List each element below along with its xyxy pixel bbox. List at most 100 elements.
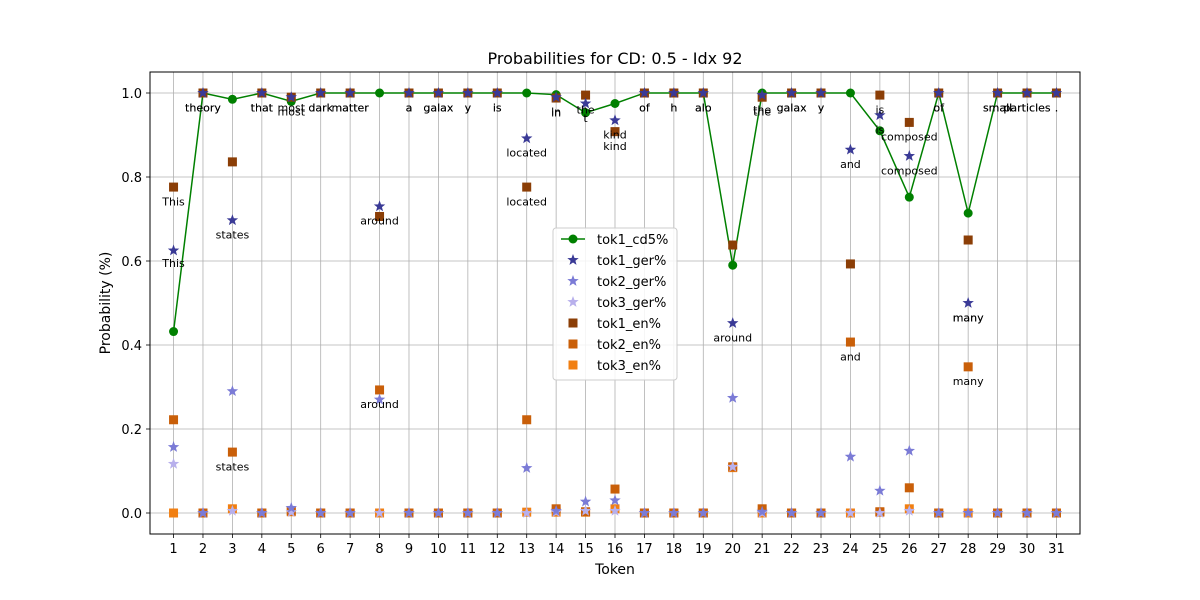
legend-label: tok2_en% (597, 338, 661, 353)
data-point-tok2_ger (197, 507, 209, 518)
data-point-tok1_ger (550, 91, 562, 103)
data-point-tok3_ger (727, 460, 739, 472)
y-axis-title: Probability (%) (98, 252, 114, 355)
data-point-tok1_en (845, 259, 855, 269)
token-annotation: around (713, 331, 752, 344)
token-annotation: in (551, 106, 561, 119)
data-point-tok2_ger (285, 501, 297, 513)
data-point-tok2_ger (756, 505, 768, 517)
x-tick-label: 26 (901, 542, 918, 557)
token-annotation: t (583, 112, 588, 125)
data-point-tok1_en (522, 182, 532, 192)
y-tick-label: 0.6 (121, 255, 142, 270)
data-point-tok1_ger (314, 87, 327, 98)
token-annotation: theory (185, 101, 221, 114)
token-annotation: that (251, 101, 274, 114)
token-annotation: and (840, 158, 861, 171)
token-annotation: alo (695, 101, 712, 114)
data-point-tok1_ger (668, 87, 680, 98)
token-annotation: This (161, 257, 185, 270)
token-annotation: states (216, 460, 250, 473)
legend-entry-tok1_en: tok1_en% (568, 317, 661, 332)
data-point-tok1_ger (579, 97, 592, 109)
annotation-layer: ThisThistheorytheorystatesstatesthatthat… (161, 101, 1058, 473)
data-point-tok3_ger (285, 506, 297, 518)
token-annotation: matter (331, 101, 369, 114)
token-annotation: of (933, 101, 945, 114)
data-point-tok2_ger (991, 507, 1004, 518)
legend-marker (568, 339, 578, 349)
data-point-tok1_en (227, 157, 237, 167)
token-annotation: y (818, 101, 825, 114)
y-tick-label: 1.0 (121, 87, 142, 102)
token-annotation: many (953, 375, 984, 388)
token-annotation: galax (423, 101, 454, 114)
data-point-tok1_en (728, 240, 738, 250)
x-tick-label: 21 (754, 542, 771, 557)
token-annotation: is (493, 101, 502, 114)
data-point-tok1_en (904, 117, 914, 127)
legend-label: tok3_en% (597, 359, 661, 374)
data-point-tok1_ger (697, 87, 709, 98)
data-point-tok1_ger (756, 89, 768, 100)
data-point-tok1_cd5 (522, 88, 532, 98)
legend-label: tok1_ger% (597, 254, 666, 269)
legend-entry-tok3_en: tok3_en% (568, 359, 661, 374)
token-annotation: of (933, 101, 945, 114)
data-point-tok2_ger (844, 450, 857, 462)
data-point-tok2_en (963, 362, 973, 372)
data-point-tok2_ger (226, 385, 239, 397)
token-annotation: alo (695, 101, 712, 114)
data-point-tok1_ger (197, 87, 209, 98)
data-point-tok1_cd5 (728, 260, 738, 270)
x-tick-label: 3 (228, 542, 236, 557)
data-point-tok1_ger (991, 87, 1004, 98)
legend-marker (567, 275, 579, 286)
x-tick-label: 7 (346, 542, 354, 557)
data-point-tok1_ger (285, 91, 297, 103)
data-point-tok1_cd5 (581, 108, 591, 118)
token-annotation: is (875, 124, 884, 137)
token-annotation: the (577, 103, 595, 116)
token-annotation: particles (1003, 101, 1050, 114)
x-axis-title: Token (594, 562, 635, 578)
series-tok1_ger (167, 87, 1063, 329)
x-tick-label: 20 (724, 542, 741, 557)
x-tick-label: 22 (783, 542, 800, 557)
data-point-tok3_en (169, 508, 179, 518)
data-point-tok1_cd5 (169, 327, 179, 337)
token-annotation: matter (331, 101, 369, 114)
data-point-tok1_ger (226, 214, 239, 226)
legend-marker (568, 318, 578, 328)
token-annotation: galax (777, 101, 808, 114)
data-point-tok2_ger (521, 462, 533, 473)
data-point-tok1_ger (844, 143, 857, 155)
data-point-tok1_cd5 (904, 192, 914, 202)
x-tick-label: 24 (842, 542, 859, 557)
data-point-tok1_en (581, 90, 591, 100)
token-annotation: kind (603, 129, 626, 142)
legend-label: tok3_ger% (597, 296, 666, 311)
data-point-tok2_ger (344, 507, 356, 518)
data-point-tok2_en (610, 484, 620, 494)
data-point-tok2_en (227, 447, 237, 457)
data-point-tok2_ger (1021, 507, 1033, 518)
data-point-tok2_ger (785, 507, 798, 518)
token-annotation: many (953, 311, 984, 324)
token-annotation: many (953, 311, 984, 324)
token-annotation: kind (603, 140, 626, 153)
data-point-tok1_en (169, 182, 179, 192)
y-tick-label: 0.8 (121, 171, 142, 186)
x-tick-label: 10 (430, 542, 447, 557)
token-annotation: and (840, 350, 861, 363)
token-annotation: y (465, 101, 472, 114)
data-point-tok1_en (375, 211, 385, 221)
token-annotation: . (1055, 101, 1059, 114)
x-tick-label: 8 (375, 542, 383, 557)
token-annotation: . (1055, 101, 1059, 114)
x-tick-label: 1 (169, 542, 177, 557)
token-annotation: most (278, 105, 306, 118)
token-annotation: located (506, 195, 547, 208)
token-annotation: in (551, 105, 561, 118)
token-annotation: of (639, 101, 651, 114)
